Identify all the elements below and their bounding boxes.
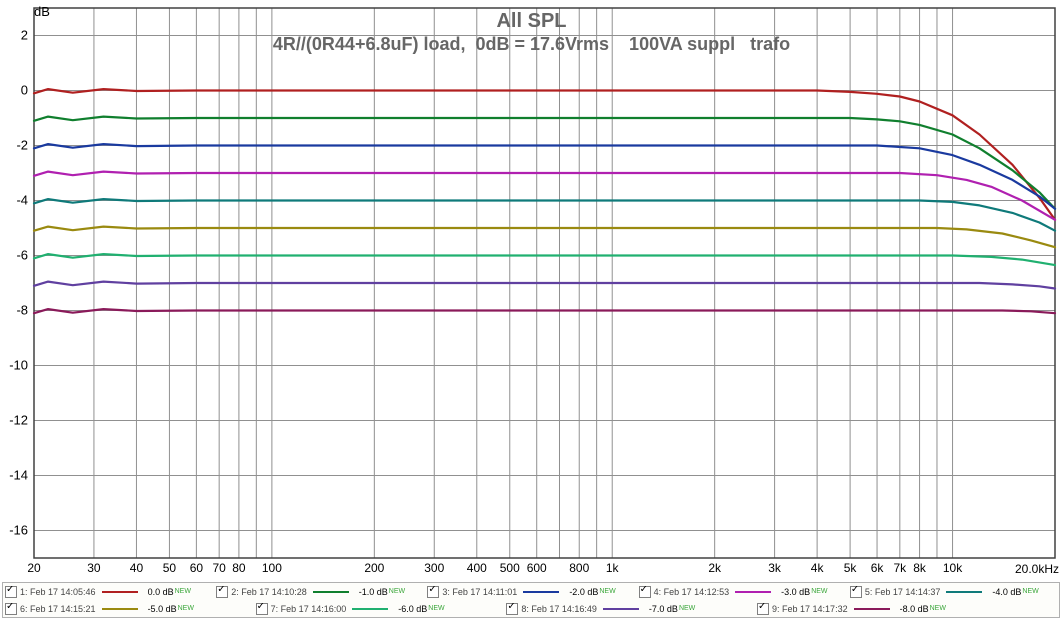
svg-text:-8: -8 <box>16 303 28 318</box>
legend-checkbox[interactable] <box>757 603 769 615</box>
svg-text:30: 30 <box>87 561 101 575</box>
svg-text:80: 80 <box>232 561 246 575</box>
svg-text:0: 0 <box>21 83 28 98</box>
spl-chart-svg: -16 -14 -12 -10 -8 -6 -4 -2 0 2 20 30 40 50 60 70 80 100 2… <box>0 0 1063 580</box>
legend-new-badge: NEW <box>811 588 827 595</box>
legend-swatch <box>603 608 639 610</box>
svg-text:40: 40 <box>130 561 144 575</box>
legend-timestamp: 5: Feb 17 14:14:37 <box>865 587 941 597</box>
svg-text:50: 50 <box>163 561 177 575</box>
legend-checkbox[interactable] <box>5 586 17 598</box>
x-axis-unit: 20.0kHz <box>1015 562 1059 576</box>
svg-text:60: 60 <box>190 561 204 575</box>
svg-text:400: 400 <box>467 561 487 575</box>
svg-text:1k: 1k <box>606 561 620 575</box>
legend-item-3[interactable]: 3: Feb 17 14:11:01 -2.0 dBNEW <box>425 586 636 598</box>
legend-value: -4.0 dB <box>992 587 1021 597</box>
legend-item-5[interactable]: 5: Feb 17 14:14:37 -4.0 dBNEW <box>848 586 1059 598</box>
y-axis-unit: dB <box>34 4 50 19</box>
legend-swatch <box>946 591 982 593</box>
svg-text:600: 600 <box>527 561 547 575</box>
legend-new-badge: NEW <box>599 588 615 595</box>
legend-item-7[interactable]: 7: Feb 17 14:16:00 -6.0 dBNEW <box>254 603 505 615</box>
legend-timestamp: 8: Feb 17 14:16:49 <box>521 604 597 614</box>
legend-swatch <box>352 608 388 610</box>
svg-text:100: 100 <box>262 561 282 575</box>
legend-checkbox[interactable] <box>216 586 228 598</box>
svg-text:4k: 4k <box>811 561 825 575</box>
svg-text:-2: -2 <box>16 138 28 153</box>
svg-text:300: 300 <box>424 561 444 575</box>
legend-swatch <box>102 591 138 593</box>
legend-value: -8.0 dB <box>900 604 929 614</box>
legend-new-badge: NEW <box>930 605 946 612</box>
legend-timestamp: 1: Feb 17 14:05:46 <box>20 587 96 597</box>
legend-new-badge: NEW <box>1022 588 1038 595</box>
legend-checkbox[interactable] <box>256 603 268 615</box>
svg-text:10k: 10k <box>943 561 963 575</box>
legend-new-badge: NEW <box>428 605 444 612</box>
legend-timestamp: 9: Feb 17 14:17:32 <box>772 604 848 614</box>
legend-value: -2.0 dB <box>569 587 598 597</box>
svg-text:2: 2 <box>21 28 28 43</box>
legend-row: 1: Feb 17 14:05:460.0 dBNEW2: Feb 17 14:… <box>3 583 1059 600</box>
legend-swatch <box>313 591 349 593</box>
svg-text:5k: 5k <box>844 561 858 575</box>
legend-row: 6: Feb 17 14:15:21-5.0 dBNEW7: Feb 17 14… <box>3 600 1059 617</box>
legend-checkbox[interactable] <box>506 603 518 615</box>
legend-timestamp: 6: Feb 17 14:15:21 <box>20 604 96 614</box>
svg-text:200: 200 <box>364 561 384 575</box>
legend-new-badge: NEW <box>178 605 194 612</box>
legend: 1: Feb 17 14:05:460.0 dBNEW2: Feb 17 14:… <box>2 582 1060 618</box>
legend-checkbox[interactable] <box>639 586 651 598</box>
legend-new-badge: NEW <box>175 588 191 595</box>
legend-swatch <box>854 608 890 610</box>
svg-text:-14: -14 <box>9 468 28 483</box>
svg-text:-10: -10 <box>9 358 28 373</box>
legend-value: -3.0 dB <box>781 587 810 597</box>
legend-item-1[interactable]: 1: Feb 17 14:05:46 0.0 dBNEW <box>3 586 214 598</box>
legend-new-badge: NEW <box>679 605 695 612</box>
legend-timestamp: 2: Feb 17 14:10:28 <box>231 587 307 597</box>
svg-text:-12: -12 <box>9 413 28 428</box>
legend-value: -7.0 dB <box>649 604 678 614</box>
svg-text:-4: -4 <box>16 193 28 208</box>
svg-text:3k: 3k <box>768 561 782 575</box>
legend-swatch <box>102 608 138 610</box>
legend-timestamp: 7: Feb 17 14:16:00 <box>271 604 347 614</box>
legend-timestamp: 3: Feb 17 14:11:01 <box>442 587 517 597</box>
legend-item-2[interactable]: 2: Feb 17 14:10:28 -1.0 dBNEW <box>214 586 425 598</box>
legend-item-4[interactable]: 4: Feb 17 14:12:53 -3.0 dBNEW <box>637 586 848 598</box>
legend-swatch <box>735 591 771 593</box>
svg-text:70: 70 <box>212 561 226 575</box>
svg-text:2k: 2k <box>708 561 722 575</box>
plot-area: -16 -14 -12 -10 -8 -6 -4 -2 0 2 20 30 40 50 60 70 80 100 2… <box>0 0 1063 580</box>
svg-text:-6: -6 <box>16 248 28 263</box>
legend-value: -6.0 dB <box>398 604 427 614</box>
legend-new-badge: NEW <box>389 588 405 595</box>
svg-text:6k: 6k <box>871 561 885 575</box>
legend-value: -5.0 dB <box>148 604 177 614</box>
legend-item-8[interactable]: 8: Feb 17 14:16:49 -7.0 dBNEW <box>504 603 755 615</box>
legend-checkbox[interactable] <box>427 586 439 598</box>
svg-text:8k: 8k <box>913 561 927 575</box>
svg-text:500: 500 <box>500 561 520 575</box>
legend-swatch <box>523 591 559 593</box>
legend-timestamp: 4: Feb 17 14:12:53 <box>654 587 730 597</box>
legend-value: 0.0 dB <box>148 587 174 597</box>
legend-checkbox[interactable] <box>5 603 17 615</box>
legend-item-6[interactable]: 6: Feb 17 14:15:21 -5.0 dBNEW <box>3 603 254 615</box>
legend-checkbox[interactable] <box>850 586 862 598</box>
legend-value: -1.0 dB <box>359 587 388 597</box>
svg-text:20: 20 <box>27 561 41 575</box>
svg-text:800: 800 <box>569 561 589 575</box>
legend-item-9[interactable]: 9: Feb 17 14:17:32 -8.0 dBNEW <box>755 603 1006 615</box>
svg-text:-16: -16 <box>9 523 28 538</box>
svg-text:7k: 7k <box>893 561 907 575</box>
